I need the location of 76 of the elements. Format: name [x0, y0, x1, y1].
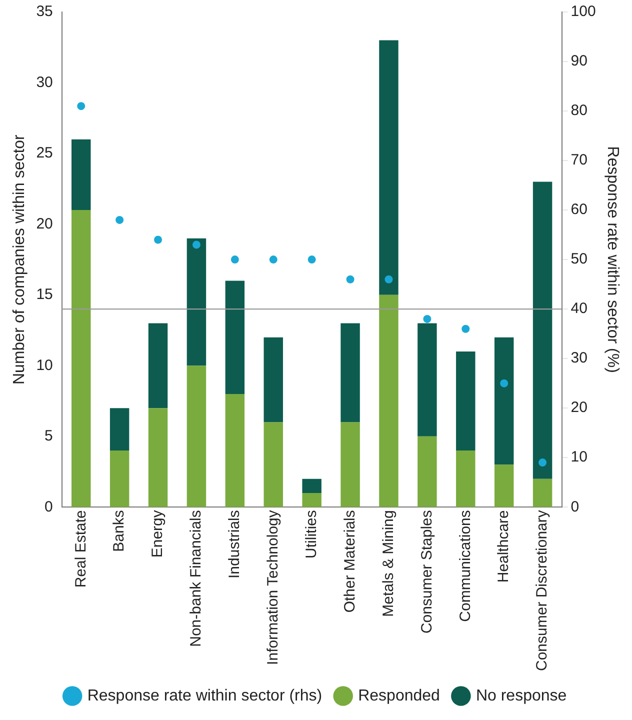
bar [110, 408, 130, 451]
x-tick-label: Real Estate [72, 510, 90, 588]
y2-tick-label: 50 [570, 250, 588, 268]
point [308, 256, 316, 264]
x-tick-label: Healthcare [495, 510, 512, 583]
legend-label: Response rate within sector (rhs) [87, 687, 322, 704]
y2-axis-title: Response rate within sector (%) [604, 146, 621, 373]
bar [264, 422, 283, 508]
bar [72, 139, 91, 210]
x-tick-label: Consumer Discretionary [534, 510, 551, 672]
y-tick-label: 10 [36, 356, 53, 374]
bar [225, 280, 245, 394]
y2-tick-label: 10 [570, 448, 588, 466]
y-tick-label: 0 [44, 498, 53, 516]
point [154, 236, 162, 244]
bar [494, 337, 514, 465]
bar [340, 323, 360, 422]
bar [418, 323, 437, 436]
x-tick-label: Non-bank Financials [188, 510, 205, 647]
x-tick-label: Consumer Staples [418, 510, 436, 634]
point [192, 240, 200, 249]
bar [225, 394, 245, 508]
bar [148, 408, 168, 508]
point [116, 216, 124, 224]
y2-tick-label: 80 [570, 102, 588, 120]
bar [418, 436, 437, 508]
y-tick-label: 20 [36, 215, 53, 232]
y-tick-label: 5 [44, 428, 53, 445]
y2-tick-label: 70 [570, 152, 588, 169]
bar [494, 464, 514, 508]
point [230, 256, 239, 264]
point [423, 314, 432, 323]
y-tick-label: 35 [36, 3, 53, 20]
point [538, 458, 547, 467]
point [346, 275, 354, 284]
y-axis-title: Number of companies within sector [11, 134, 28, 385]
x-tick-label: Information Technology [264, 510, 282, 665]
y-tick-label: 15 [36, 286, 53, 304]
y-tick-label: 25 [36, 144, 53, 162]
point [77, 102, 86, 110]
y2-tick-label: 30 [570, 350, 588, 367]
point [269, 256, 278, 264]
x-tick-label: Communications [456, 510, 474, 622]
bar [186, 366, 206, 508]
bar [72, 210, 91, 508]
y2-tick-label: 60 [570, 201, 588, 218]
x-tick-label: Utilities [302, 510, 320, 558]
point [500, 379, 508, 388]
bar [302, 478, 322, 493]
y2-tick-label: 100 [570, 3, 596, 20]
x-tick-label: Other Materials [341, 510, 358, 613]
point [384, 275, 393, 284]
bar [379, 294, 398, 508]
y2-tick-label: 40 [570, 300, 588, 318]
y-tick-label: 30 [36, 74, 53, 91]
y2-tick-label: 20 [570, 399, 588, 416]
bar [186, 238, 206, 366]
bar [148, 323, 168, 408]
y2-tick-label: 0 [570, 498, 580, 516]
legend-label: No response [476, 687, 567, 704]
bar [302, 492, 322, 508]
x-tick-label: Energy [149, 510, 166, 558]
bar [379, 40, 398, 295]
bar [264, 337, 283, 422]
legend-label: Responded [358, 687, 440, 704]
point [462, 324, 470, 333]
x-tick-label: Banks [110, 510, 128, 552]
x-tick-label: Metals & Mining [380, 510, 397, 617]
y2-tick-label: 90 [570, 52, 588, 70]
bar [532, 182, 552, 479]
bar [340, 422, 360, 508]
bar [456, 450, 476, 508]
x-tick-label: Industrials [226, 510, 244, 578]
bar [110, 450, 130, 508]
bar [456, 352, 476, 451]
bar [532, 478, 552, 508]
